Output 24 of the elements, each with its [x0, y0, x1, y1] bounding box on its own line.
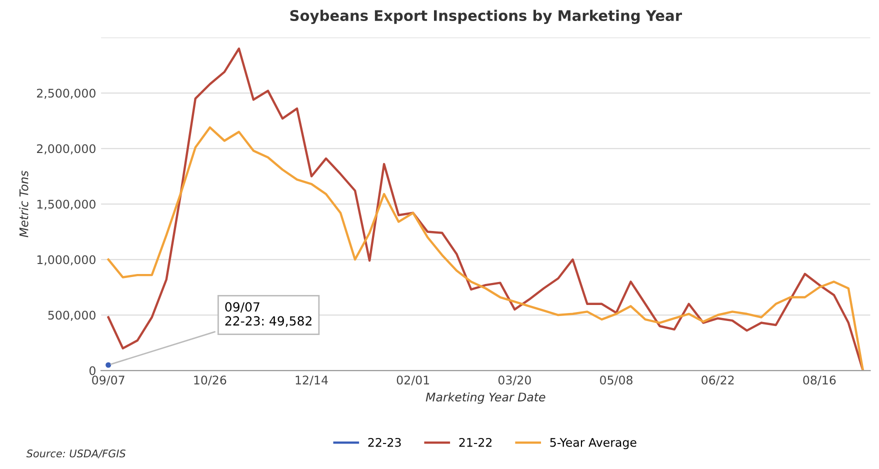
x-tick-label: 06/22: [702, 376, 734, 386]
line-series: [107, 48, 864, 371]
annotation: 09/07 22-23: 49,582: [225, 302, 312, 327]
x-tick-label: 09/07: [92, 376, 124, 386]
legend-label: 22-23: [368, 438, 401, 447]
y-tick-label: 0: [89, 366, 96, 376]
x-tick-label: 03/20: [498, 376, 531, 386]
legend-label: 21-22: [459, 438, 492, 447]
y-tick-label: 500,000: [48, 310, 96, 321]
chart-title: Soybeans Export Inspections by Marketing Year: [290, 10, 682, 24]
y-tick-label: 1,500,000: [37, 200, 96, 210]
y-tick-label: 1,000,000: [37, 255, 96, 266]
source-note: Source: USDA/FGIS: [26, 450, 126, 458]
x-tick-label: 02/01: [396, 376, 430, 386]
line-series: [107, 126, 864, 371]
x-tick-label: 12/14: [296, 376, 328, 386]
y-tick-label: 2,500,000: [37, 88, 96, 99]
legend-label: 5-Year Average: [550, 438, 636, 450]
y-axis-title: Metric Tons: [19, 170, 28, 238]
x-tick-label: 10/26: [194, 376, 226, 386]
x-axis-title: Marketing Year Date: [426, 392, 546, 404]
x-tick-label: 05/08: [600, 376, 632, 386]
y-tick-label: 2,000,000: [37, 144, 96, 154]
x-tick-label: 08/16: [803, 376, 836, 386]
